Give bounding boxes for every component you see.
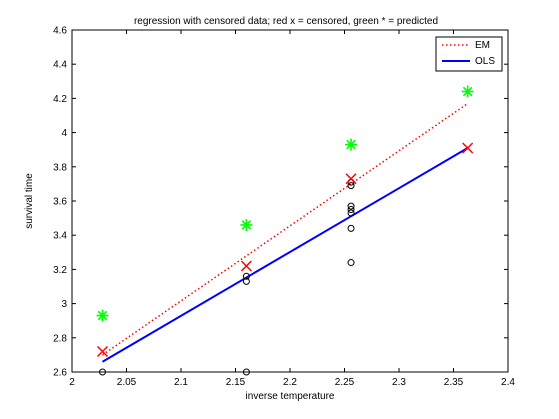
y-tick-label: 2.6 <box>53 368 67 379</box>
y-tick-label: 4.4 <box>53 60 67 71</box>
observed-point <box>99 368 107 376</box>
censored-point <box>345 173 357 185</box>
observed-point <box>242 368 250 376</box>
plot-area <box>71 29 509 373</box>
predicted-point <box>240 218 253 231</box>
y-axis-ticks: 2.6 2.8 3 3.2 3.4 3.6 3.8 4 4.2 4.4 4.6 <box>53 26 508 379</box>
y-tick-label: 3.2 <box>53 265 67 276</box>
predicted-point <box>345 138 358 151</box>
legend: EM OLS <box>435 36 503 72</box>
x-tick-label: 2.4 <box>501 377 515 388</box>
y-tick-label: 4 <box>61 128 67 139</box>
x-tick-label: 2.3 <box>392 377 406 388</box>
x-tick-label: 2.25 <box>335 377 355 388</box>
predicted-point <box>461 85 474 98</box>
observed-point <box>347 209 355 217</box>
x-tick-label: 2 <box>69 377 75 388</box>
x-tick-label: 2.15 <box>226 377 246 388</box>
legend-label-ols: OLS <box>475 56 495 67</box>
x-tick-label: 2.05 <box>117 377 137 388</box>
predicted-point <box>96 309 109 322</box>
observed-point <box>347 206 355 214</box>
y-tick-label: 4.2 <box>53 94 67 105</box>
censored-point <box>240 260 252 272</box>
x-tick-label: 2.2 <box>283 377 297 388</box>
line-ols <box>102 147 469 363</box>
legend-label-em: EM <box>475 40 490 51</box>
y-tick-label: 4.6 <box>53 26 67 37</box>
observed-point <box>347 202 355 210</box>
y-tick-label: 3 <box>61 299 67 310</box>
x-tick-label: 2.1 <box>174 377 188 388</box>
observed-point <box>347 259 355 267</box>
x-axis-label: inverse temperature <box>246 391 335 402</box>
observed-point <box>242 277 250 285</box>
chart-marks <box>96 85 474 376</box>
observed-point <box>347 224 355 232</box>
line-em <box>102 102 469 356</box>
censored-point <box>462 142 474 154</box>
y-tick-label: 3.4 <box>53 231 67 242</box>
x-tick-label: 2.35 <box>444 377 464 388</box>
y-tick-label: 3.8 <box>53 162 67 173</box>
chart-title: regression with censored data; red x = c… <box>134 16 438 27</box>
observed-point <box>242 272 250 280</box>
x-axis-ticks: 2 2.05 2.1 2.15 2.2 2.25 2.3 2.35 2.4 <box>69 30 515 388</box>
censored-point <box>96 345 109 358</box>
legend-box <box>435 36 503 72</box>
observed-point <box>347 182 355 190</box>
y-axis-label: survival time <box>24 173 35 229</box>
y-tick-label: 3.6 <box>53 197 67 208</box>
y-tick-label: 2.8 <box>53 333 67 344</box>
